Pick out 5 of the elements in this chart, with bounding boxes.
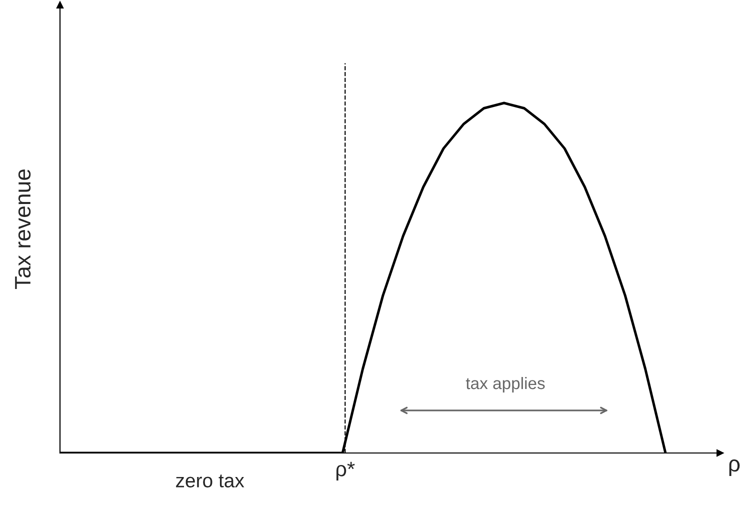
annotation: tax applies [466,376,545,393]
text: ρ* [336,462,355,480]
x-axis-title: ρ [729,459,740,476]
text: zero tax [176,474,244,488]
y-axis-title: Tax revenue [15,169,31,290]
